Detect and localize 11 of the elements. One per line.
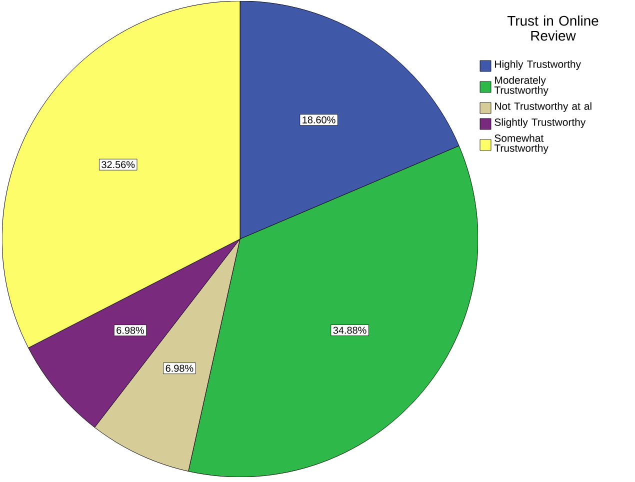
legend-label: Slightly Trustworthy [494, 118, 586, 128]
data-label: 34.88% [333, 326, 366, 334]
data-label: 6.98% [116, 326, 144, 334]
legend-label: Not Trustworthy at al [495, 102, 592, 112]
legend-label: Moderately Trustworthy [494, 76, 548, 96]
legend-label: Highly Trustworthy [495, 60, 581, 70]
legend-title: Trust in Online Review [507, 16, 598, 41]
data-label: 6.98% [166, 364, 194, 372]
data-label: 32.56% [102, 161, 135, 168]
legend-label: Somewhat Trustworthy [494, 134, 548, 154]
data-label: 18.60% [302, 116, 336, 124]
